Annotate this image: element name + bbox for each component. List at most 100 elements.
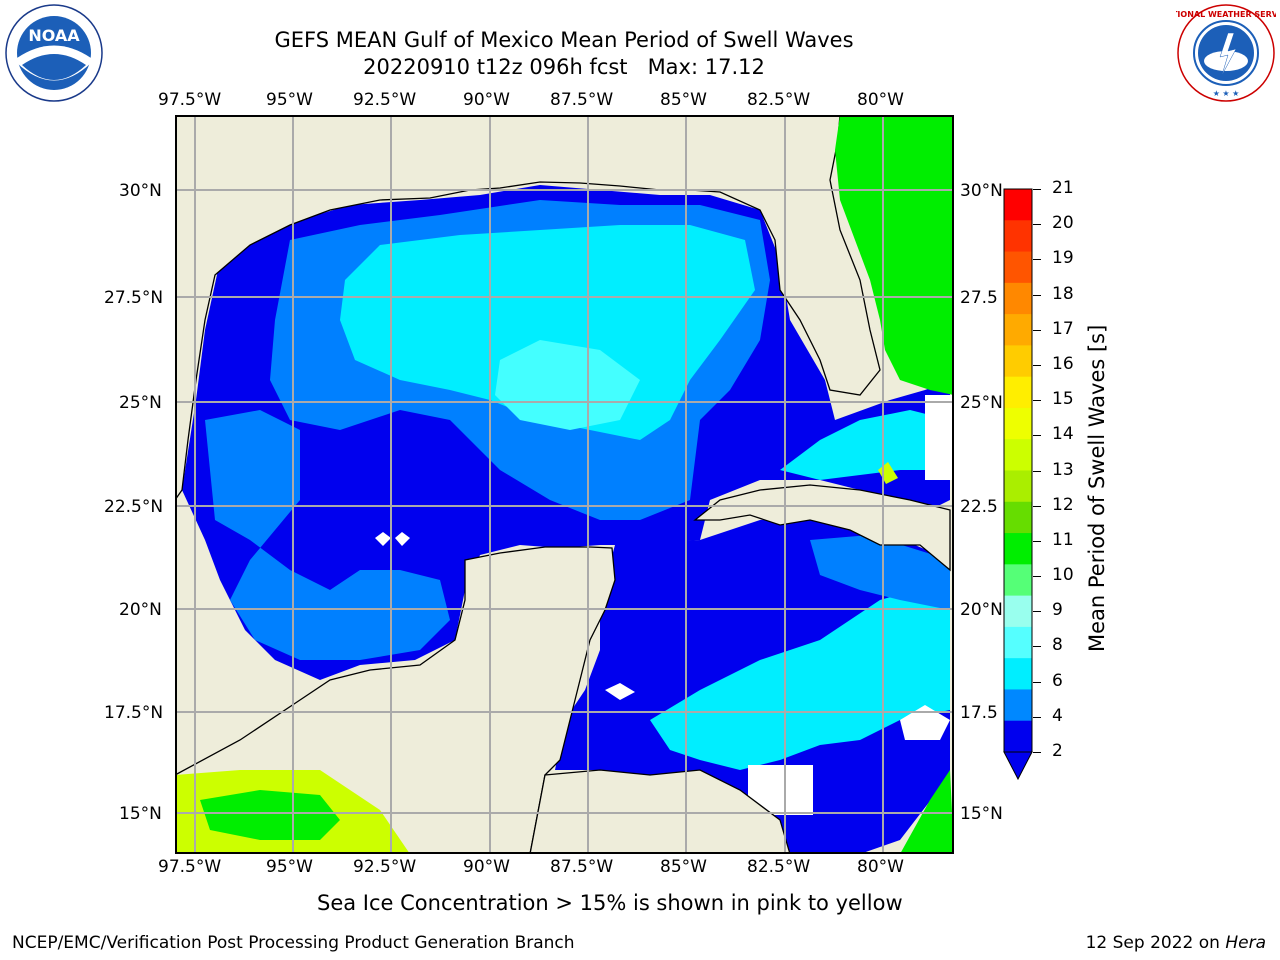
lon-tick-bottom: 90°W xyxy=(463,857,510,877)
colorbar-band xyxy=(1004,282,1032,315)
lon-tick-bottom: 82.5°W xyxy=(747,857,811,877)
map-title: GEFS MEAN Gulf of Mexico Mean Period of … xyxy=(274,28,854,52)
colorbar-band xyxy=(1004,439,1032,471)
colorbar-band xyxy=(1004,564,1032,597)
colorbar-tick-mark xyxy=(1033,681,1041,683)
lat-tick-left: 25°N xyxy=(119,393,162,413)
gulf-map xyxy=(175,115,954,854)
svg-text:★ ★ ★: ★ ★ ★ xyxy=(1213,89,1240,98)
colorbar-tick-label: 11 xyxy=(1052,529,1074,550)
colorbar-tick-label: 18 xyxy=(1052,283,1074,304)
caribbean-light-band xyxy=(650,580,950,770)
colorbar-band xyxy=(1004,595,1032,628)
lat-tick-left: 27.5°N xyxy=(104,288,164,308)
lat-tick-left: 22.5°N xyxy=(104,497,164,517)
lon-tick-top: 90°W xyxy=(463,90,510,110)
lon-tick-top: 82.5°W xyxy=(747,90,811,110)
colorbar-tick-label: 16 xyxy=(1052,353,1074,374)
pacific-green-core xyxy=(200,790,340,840)
colorbar-tick-label: 19 xyxy=(1052,248,1074,269)
map-frame xyxy=(175,115,954,854)
map-subtitle: 20220910 t12z 096h fcst Max: 17.12 xyxy=(363,55,765,79)
colorbar-band xyxy=(1004,720,1032,753)
colorbar-tick-mark xyxy=(1033,435,1041,437)
colorbar-frame xyxy=(1003,188,1033,753)
colorbar-tick-mark xyxy=(1033,505,1041,507)
colorbar-tick-mark xyxy=(1033,576,1041,578)
lat-tick-right: 25°N xyxy=(960,393,1003,413)
sea-ice-note: Sea Ice Concentration > 15% is shown in … xyxy=(317,891,903,915)
nodata-patch xyxy=(375,532,391,546)
colorbar-tick-label: 17 xyxy=(1052,318,1074,339)
colorbar-tick-label: 2 xyxy=(1052,741,1063,761)
lon-tick-bottom: 80°W xyxy=(857,857,904,877)
nodata-patch xyxy=(925,395,954,480)
colorbar-tick-label: 12 xyxy=(1052,494,1074,515)
noaa-logo: NOAA xyxy=(4,3,104,103)
lon-tick-bottom: 85°W xyxy=(660,857,707,877)
lon-tick-top: 95°W xyxy=(266,90,313,110)
lat-tick-right: 17.5 xyxy=(960,703,998,723)
colorbar-band xyxy=(1004,501,1032,534)
nodata-patch xyxy=(605,683,635,700)
colorbar-tick-label: 10 xyxy=(1052,565,1074,586)
colorbar-tick-label: 21 xyxy=(1052,178,1074,198)
noaa-logo-text: NOAA xyxy=(28,26,80,45)
colorbar-tick-mark xyxy=(1033,224,1041,226)
lat-tick-left: 30°N xyxy=(119,181,162,201)
colorbar-tick-mark xyxy=(1033,364,1041,366)
colorbar-tick-mark xyxy=(1033,400,1041,402)
caribbean-mid-band xyxy=(810,535,950,610)
footer-host: Hera xyxy=(1225,933,1266,953)
nodata-patch xyxy=(395,532,410,546)
lat-tick-left: 17.5°N xyxy=(104,703,164,723)
lat-tick-right: 20°N xyxy=(960,600,1003,620)
colorbar-band xyxy=(1004,470,1032,503)
colorbar-band xyxy=(1004,314,1032,346)
colorbar-tick-mark xyxy=(1033,611,1041,613)
colorbar-tick-label: 20 xyxy=(1052,213,1074,234)
colorbar-tick-label: 13 xyxy=(1052,459,1074,480)
lat-tick-left: 15°N xyxy=(119,804,162,824)
colorbar-band xyxy=(1004,689,1032,722)
colorbar-tick-mark xyxy=(1033,470,1041,472)
colorbar-band xyxy=(1004,407,1032,440)
colorbar xyxy=(1003,188,1033,781)
lon-tick-top: 92.5°W xyxy=(353,90,417,110)
lat-tick-right: 15°N xyxy=(960,804,1003,824)
lat-tick-left: 20°N xyxy=(119,600,162,620)
colorbar-tick-mark xyxy=(1033,329,1041,331)
nodata-patch xyxy=(900,705,950,740)
colorbar-tick-mark xyxy=(1033,189,1041,190)
gulf-mid-band-south xyxy=(205,410,450,660)
lon-tick-bottom: 87.5°W xyxy=(550,857,614,877)
lon-tick-top: 87.5°W xyxy=(550,90,614,110)
colorbar-tick-label: 8 xyxy=(1052,635,1063,656)
lon-tick-top: 85°W xyxy=(660,90,707,110)
colorbar-tick-label: 14 xyxy=(1052,424,1074,445)
colorbar-band xyxy=(1004,251,1032,284)
colorbar-tick-label: 4 xyxy=(1052,705,1063,726)
colorbar-tick-label: 6 xyxy=(1052,670,1063,691)
lon-tick-top: 80°W xyxy=(857,90,904,110)
graticule xyxy=(175,115,954,854)
colorbar-tick-mark xyxy=(1033,646,1041,648)
colorbar-extend-arrow xyxy=(1003,751,1033,781)
colorbar-band xyxy=(1004,626,1032,659)
colorbar-tick-mark xyxy=(1033,752,1041,753)
lon-tick-bottom: 97.5°W xyxy=(158,857,222,877)
colorbar-tick-label: 9 xyxy=(1052,600,1063,621)
atlantic-green-region xyxy=(835,115,954,395)
colorbar-band xyxy=(1004,220,1032,253)
colorbar-band xyxy=(1004,658,1032,690)
footer-date: 12 Sep 2022 on Hera xyxy=(1086,933,1266,953)
colorbar-band xyxy=(1004,533,1032,565)
colorbar-band xyxy=(1004,345,1032,378)
colorbar-band xyxy=(1004,189,1032,221)
colorbar-tick-mark xyxy=(1033,716,1041,718)
lat-tick-right: 27.5 xyxy=(960,288,998,308)
lat-tick-right: 22.5 xyxy=(960,497,998,517)
colorbar-label: Mean Period of Swell Waves [s] xyxy=(1085,324,1109,652)
nws-logo: NATIONAL WEATHER SERVICE ★ ★ ★ xyxy=(1160,3,1280,103)
lon-tick-bottom: 92.5°W xyxy=(353,857,417,877)
